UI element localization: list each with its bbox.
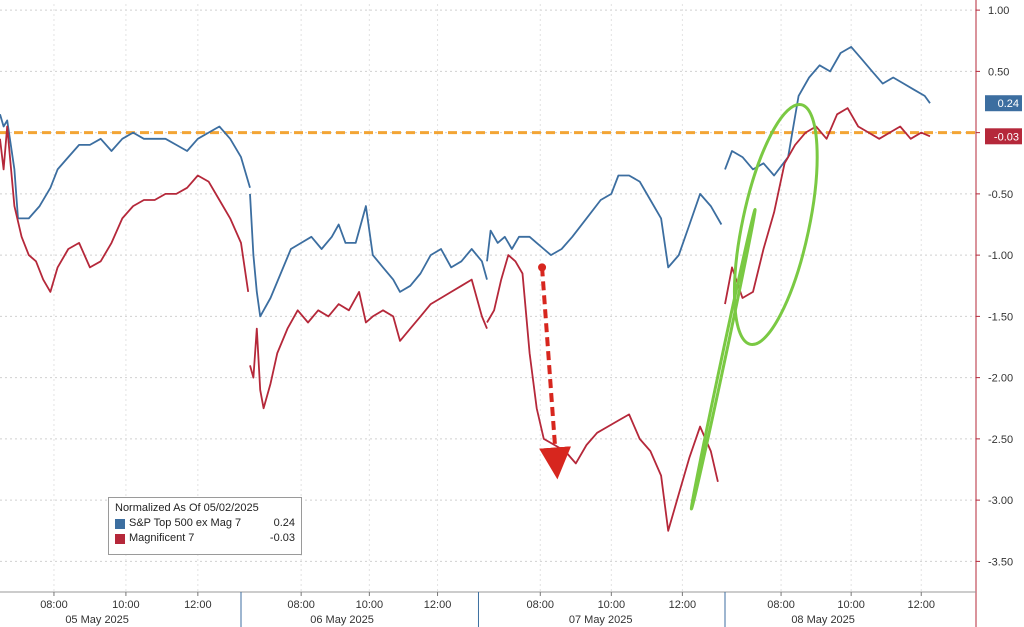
x-tick-label: 12:00 [907, 599, 935, 611]
legend-name: Magnificent 7 [129, 532, 195, 544]
y-tick-label: -2.50 [988, 434, 1013, 446]
y-tick-label: -3.50 [988, 556, 1013, 568]
end-label-text: 0.24 [998, 98, 1019, 110]
legend-name: S&P Top 500 ex Mag 7 [129, 517, 242, 529]
series-line-spx-ex-mag7 [0, 46, 931, 318]
series-group [0, 46, 931, 532]
end-label-mag7: -0.03 [985, 128, 1022, 145]
legend-title: Normalized As Of 05/02/2025 [115, 502, 259, 514]
legend-swatch-spx [115, 518, 125, 529]
x-tick-label: 08:00 [287, 599, 315, 611]
x-tick-label: 10:00 [837, 599, 865, 611]
y-tick-label: 1.00 [988, 5, 1009, 17]
end-label-box [985, 95, 1022, 112]
x-tick-label: 10:00 [112, 599, 140, 611]
x-tick-label: 10:00 [356, 599, 384, 611]
legend-entry: S&P Top 500 ex Mag 7 0.24 [115, 516, 295, 531]
y-tick-labels: 1.000.500.00-0.50-1.00-1.50-2.00-2.50-3.… [988, 5, 1013, 568]
y-tick-label: -1.00 [988, 250, 1013, 262]
y-tick-label: -0.50 [988, 189, 1013, 201]
y-tick-label: -2.00 [988, 373, 1013, 385]
highlight-ellipse [689, 207, 757, 511]
y-tick-label: 0.50 [988, 66, 1009, 78]
legend-value: -0.03 [269, 532, 295, 544]
legend-entry: Magnificent 7 -0.03 [115, 531, 295, 546]
y-tick-label: -1.50 [988, 311, 1013, 323]
x-tick-labels: 08:00 10:00 12:00 08:00 10:00 12:00 08:00 10:00… [40, 599, 935, 626]
legend-swatch-mag7 [115, 533, 125, 544]
annotations [538, 102, 819, 511]
legend: Normalized As Of 05/02/2025 S&P Top 500 … [108, 497, 302, 555]
end-label-spx: 0.24 [985, 95, 1022, 112]
x-day-label: 05 May 2025 [65, 614, 129, 626]
legend-value: 0.24 [273, 517, 295, 529]
x-tick-label: 08:00 [40, 599, 68, 611]
series-line-mag7 [0, 107, 931, 532]
axes [0, 0, 980, 627]
x-tick-label: 10:00 [598, 599, 626, 611]
end-label-text: -0.03 [994, 131, 1019, 143]
drop-arrow [539, 267, 572, 480]
gridlines [0, 4, 976, 592]
y-tick-label: -3.00 [988, 495, 1013, 507]
x-day-label: 07 May 2025 [569, 614, 633, 626]
x-day-label: 08 May 2025 [791, 614, 855, 626]
x-tick-label: 12:00 [669, 599, 697, 611]
highlight-ellipse [732, 102, 819, 347]
x-tick-label: 12:00 [424, 599, 452, 611]
x-day-label: 06 May 2025 [310, 614, 374, 626]
end-value-labels: 0.24 -0.03 [985, 95, 1022, 145]
x-tick-label: 08:00 [527, 599, 555, 611]
arrow-start-dot [538, 263, 547, 272]
end-label-box [985, 128, 1022, 145]
x-tick-label: 08:00 [767, 599, 795, 611]
x-tick-label: 12:00 [184, 599, 212, 611]
